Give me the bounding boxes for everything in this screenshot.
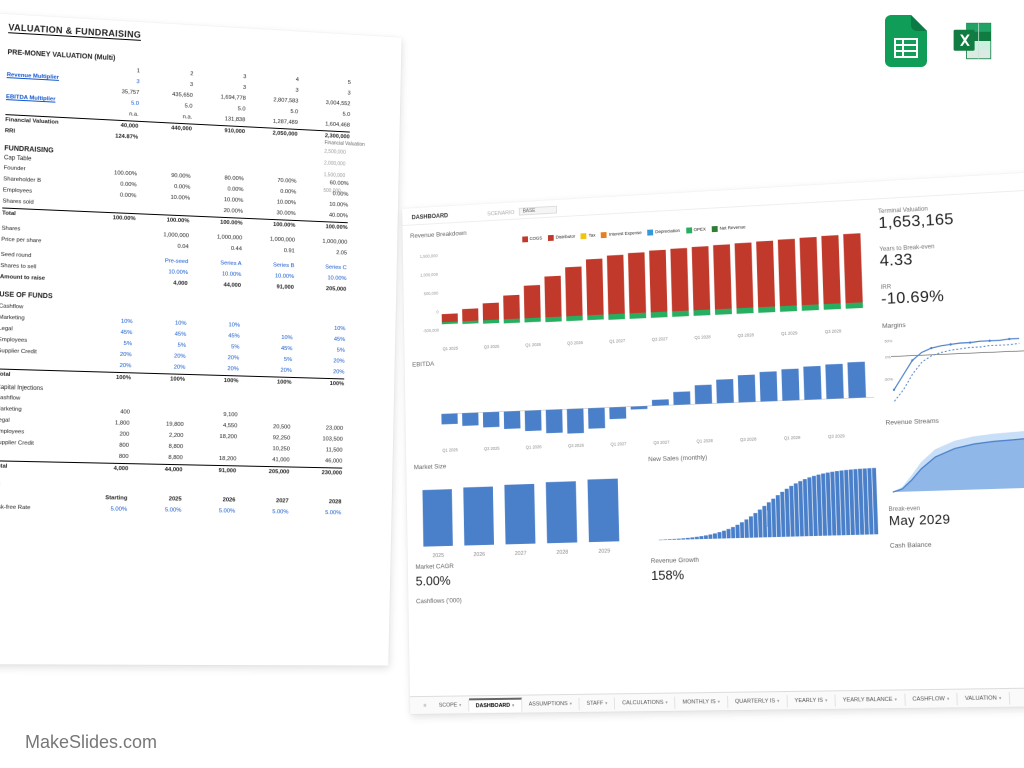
chart-margins: 0% 50% -50% bbox=[882, 327, 1024, 410]
svg-text:Q1 2026: Q1 2026 bbox=[526, 444, 543, 450]
tab-scope[interactable]: SCOPE▾ bbox=[432, 699, 469, 711]
svg-text:0: 0 bbox=[436, 309, 439, 314]
svg-text:-500,000: -500,000 bbox=[423, 328, 440, 334]
chart-revenue-breakdown: Revenue Breakdown COGSDistributorTaxInte… bbox=[410, 208, 874, 354]
tab-dashboard[interactable]: DASHBOARD▾ bbox=[469, 697, 522, 712]
svg-text:Q3 2028: Q3 2028 bbox=[740, 436, 757, 442]
tab-yearly-balance[interactable]: YEARLY BALANCE▾ bbox=[835, 693, 905, 706]
svg-text:2025: 2025 bbox=[432, 553, 444, 559]
svg-text:Q3 2027: Q3 2027 bbox=[653, 439, 670, 445]
finval-mini-chart: Financial Valuation 2,500,000 2,000,000 … bbox=[323, 140, 391, 197]
svg-text:Q1 2026: Q1 2026 bbox=[525, 342, 541, 348]
tab-quarterly-is[interactable]: QUARTERLY IS▾ bbox=[728, 695, 788, 708]
app-icons bbox=[885, 15, 994, 67]
scenario-select[interactable]: BASE bbox=[519, 206, 557, 216]
tab-monthly-is[interactable]: MONTHLY IS▾ bbox=[675, 695, 728, 708]
usefunds-pct: CashflowMarketing10%10%10%10%Legal45%45%… bbox=[0, 301, 388, 391]
tab-assumptions[interactable]: ASSUMPTIONS▾ bbox=[522, 697, 580, 710]
google-sheets-icon bbox=[885, 15, 927, 67]
spreadsheet-dashboard: DASHBOARD SCENARIO BASE Revenue Breakdow… bbox=[402, 173, 1024, 714]
tab-calculations[interactable]: CALCULATIONS▾ bbox=[615, 696, 676, 709]
svg-text:Q1 2029: Q1 2029 bbox=[784, 435, 801, 441]
footer-brand: MakeSlides.com bbox=[25, 732, 157, 753]
svg-text:Q1 2028: Q1 2028 bbox=[696, 438, 713, 444]
svg-text:Q1 2027: Q1 2027 bbox=[610, 441, 627, 447]
svg-text:0%: 0% bbox=[885, 355, 891, 359]
svg-text:2029: 2029 bbox=[598, 548, 610, 554]
sheet-tabs[interactable]: ≡SCOPE▾DASHBOARD▾ASSUMPTIONS▾STAFF▾CALCU… bbox=[410, 687, 1024, 714]
svg-text:Q1 2025: Q1 2025 bbox=[443, 346, 459, 352]
svg-text:Q1 2029: Q1 2029 bbox=[781, 330, 798, 336]
tab-valuation[interactable]: VALUATION▾ bbox=[957, 692, 1010, 705]
tab-staff[interactable]: STAFF▾ bbox=[580, 697, 616, 710]
chart-new-sales: New Sales (monthly) Revenue Growth 158% bbox=[648, 446, 883, 582]
svg-text:Q3 2026: Q3 2026 bbox=[568, 442, 585, 448]
sheet-title: VALUATION & FUNDRAISING bbox=[8, 22, 141, 41]
chart-market-size: Market Size 20252026202720282029 Market … bbox=[414, 455, 638, 588]
kpi-panel: Terminal Valuation1,653,165 Years to Bre… bbox=[870, 197, 1024, 597]
svg-text:Q3 2026: Q3 2026 bbox=[567, 340, 584, 346]
capital-injections: CashflowMarketing4009,100Legal1,80019,80… bbox=[0, 393, 386, 480]
svg-text:-50%: -50% bbox=[884, 377, 894, 382]
svg-text:Q1 2027: Q1 2027 bbox=[609, 338, 626, 344]
excel-icon bbox=[952, 15, 994, 67]
svg-text:1,500,000: 1,500,000 bbox=[420, 253, 439, 259]
svg-text:Q3 2027: Q3 2027 bbox=[652, 336, 669, 342]
svg-text:2026: 2026 bbox=[473, 552, 485, 558]
tab-yearly-is[interactable]: YEARLY IS▾ bbox=[787, 694, 835, 707]
svg-text:2027: 2027 bbox=[515, 550, 527, 556]
chart-ebitda: EBITDA Q1 2025Q3 2025Q1 2026Q3 2026Q1 20… bbox=[412, 341, 878, 454]
svg-text:Q3 2025: Q3 2025 bbox=[484, 344, 500, 350]
svg-text:Q3 2025: Q3 2025 bbox=[484, 445, 500, 451]
svg-text:Q1 2028: Q1 2028 bbox=[694, 334, 711, 340]
chart-revenue-streams bbox=[886, 424, 1024, 497]
svg-text:2028: 2028 bbox=[556, 549, 568, 555]
svg-text:Q3 2029: Q3 2029 bbox=[825, 328, 842, 334]
svg-text:50%: 50% bbox=[884, 339, 893, 343]
svg-text:1,000,000: 1,000,000 bbox=[420, 272, 439, 278]
tab-cashflow[interactable]: CASHFLOW▾ bbox=[905, 692, 958, 705]
svg-text:500,000: 500,000 bbox=[424, 290, 439, 296]
svg-text:Q3 2029: Q3 2029 bbox=[828, 433, 846, 439]
spreadsheet-valuation: 123 456 VALUATION & FUNDRAISING PRE-MONE… bbox=[0, 13, 402, 666]
svg-text:Q3 2028: Q3 2028 bbox=[738, 332, 755, 338]
svg-text:Q1 2025: Q1 2025 bbox=[442, 447, 458, 453]
